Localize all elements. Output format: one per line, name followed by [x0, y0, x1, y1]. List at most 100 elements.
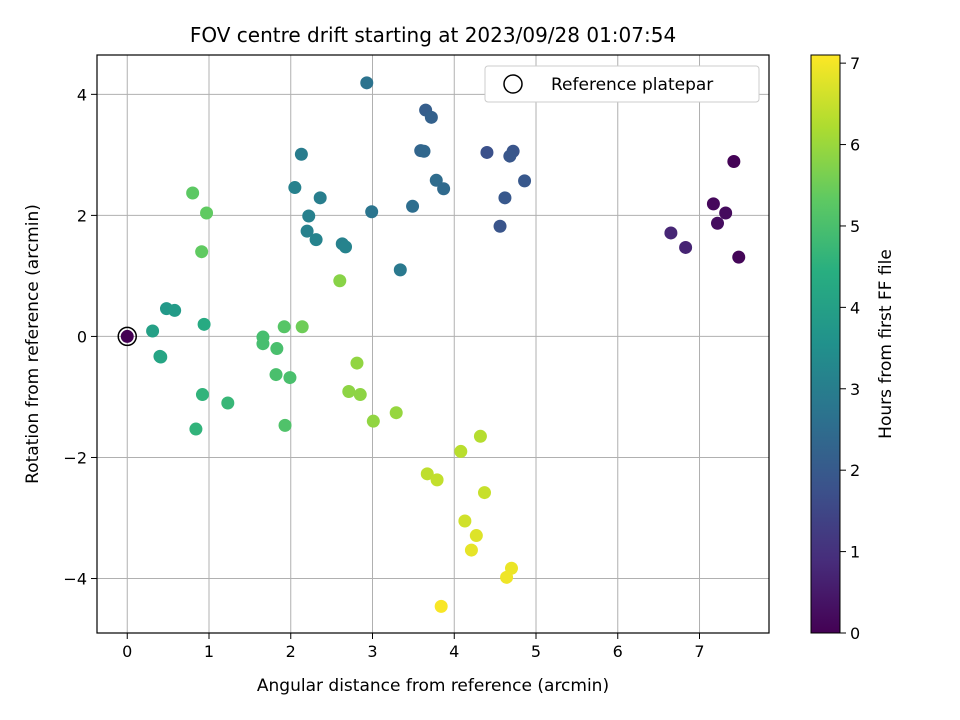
scatter-point [389, 406, 403, 420]
scatter-point [342, 385, 356, 399]
scatter-point [360, 76, 374, 90]
scatter-point [434, 599, 448, 613]
colorbar-tick-label: 5 [850, 217, 860, 236]
x-tick-label: 3 [367, 642, 377, 661]
legend-reference-icon [503, 74, 523, 94]
x-tick-label: 6 [613, 642, 623, 661]
scatter-point [430, 473, 444, 487]
scatter-point [478, 486, 492, 500]
x-tick-label: 7 [694, 642, 704, 661]
colorbar-tick-label: 6 [850, 136, 860, 155]
scatter-point [300, 224, 314, 238]
scatter-point [350, 356, 364, 370]
scatter-point [195, 388, 209, 402]
x-tick-label: 2 [286, 642, 296, 661]
scatter-point [664, 226, 678, 240]
scatter-point [365, 205, 379, 219]
reference-marker [117, 326, 137, 347]
x-tick-label: 1 [204, 642, 214, 661]
scatter-point [295, 320, 309, 334]
scatter-point [437, 182, 451, 196]
scatter-point [710, 216, 724, 230]
data-points [120, 76, 746, 613]
scatter-point [186, 186, 200, 200]
scatter-point [429, 173, 443, 187]
scatter-point [283, 371, 297, 385]
scatter-point [154, 350, 168, 364]
scatter-point [473, 429, 487, 443]
colorbar-tick-label: 0 [850, 624, 860, 643]
colorbar-tick-label: 1 [850, 543, 860, 562]
scatter-point [146, 324, 160, 338]
colorbar-ticks: 0 1 2 3 4 5 6 7 [840, 54, 860, 643]
scatter-point [469, 529, 483, 543]
scatter-point [313, 191, 327, 205]
scatter-point [500, 570, 514, 584]
scatter-point [727, 155, 741, 169]
scatter-point [393, 263, 407, 277]
grid-lines [97, 55, 769, 633]
scatter-point [339, 240, 353, 254]
scatter-point [221, 396, 235, 410]
scatter-point [366, 414, 380, 428]
x-tick-label: 5 [531, 642, 541, 661]
scatter-point [309, 233, 323, 247]
scatter-point [480, 145, 494, 159]
scatter-point [294, 147, 308, 161]
scatter-point [333, 274, 347, 288]
reference-point [120, 329, 134, 343]
colorbar: 0 1 2 3 4 5 6 7 Hours from first FF file [810, 54, 896, 643]
plot-frame [96, 54, 770, 634]
y-tick-label: −4 [63, 570, 87, 589]
scatter-point [277, 320, 291, 334]
scatter-point [503, 149, 517, 163]
scatter-point [719, 206, 733, 220]
colorbar-tick-label: 7 [850, 54, 860, 73]
scatter-point [189, 422, 203, 436]
scatter-point [498, 191, 512, 205]
scatter-point [464, 543, 478, 557]
y-tick-label: 2 [77, 206, 87, 225]
y-tick-label: 0 [77, 327, 87, 346]
legend-box [484, 65, 760, 103]
scatter-point [288, 181, 302, 195]
scatter-point [353, 388, 367, 402]
scatter-point [732, 250, 746, 264]
y-tick-label: 4 [77, 85, 87, 104]
colorbar-tick-label: 3 [850, 380, 860, 399]
scatter-point [679, 240, 693, 254]
y-axis-label: Rotation from reference (arcmin) [23, 204, 43, 484]
colorbar-tick-label: 4 [850, 298, 860, 317]
scatter-point [256, 337, 270, 351]
legend-entry-reference: Reference platepar [551, 75, 713, 95]
scatter-point [278, 418, 292, 432]
colorbar-tick-label: 2 [850, 461, 860, 480]
scatter-point [417, 144, 431, 158]
scatter-point [406, 199, 420, 213]
x-tick-label: 0 [122, 642, 132, 661]
x-axis-label: Angular distance from reference (arcmin) [257, 676, 609, 696]
scatter-point [269, 368, 283, 382]
scatter-point [493, 219, 507, 233]
chart-title: FOV centre drift starting at 2023/09/28 … [190, 23, 676, 47]
colorbar-gradient [810, 54, 841, 634]
y-tick-label: −2 [63, 448, 87, 467]
scatter-point [195, 245, 209, 259]
scatter-point [168, 303, 182, 317]
scatter-point [270, 342, 284, 356]
scatter-point [420, 467, 434, 481]
scatter-point [424, 110, 438, 124]
scatter-point [706, 197, 720, 211]
legend: Reference platepar [484, 65, 760, 103]
scatter-point [200, 206, 214, 220]
y-axis-ticks: −4 −2 0 2 4 [63, 85, 97, 589]
scatter-point [197, 317, 211, 331]
scatter-point [458, 514, 472, 528]
x-axis-ticks: 0 1 2 3 4 5 6 7 [122, 633, 705, 661]
colorbar-label: Hours from first FF file [876, 249, 896, 439]
scatter-point [518, 174, 532, 188]
scatter-point [302, 209, 316, 223]
x-tick-label: 4 [449, 642, 459, 661]
scatter-point [454, 444, 468, 458]
